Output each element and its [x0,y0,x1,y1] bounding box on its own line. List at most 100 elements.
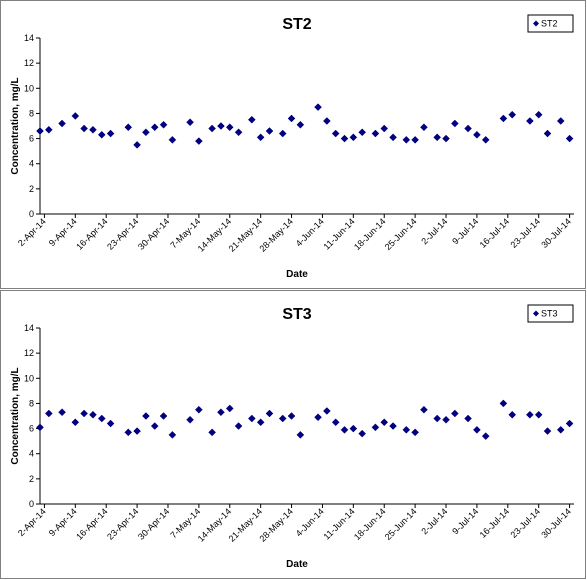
legend: ST2 [527,14,574,33]
y-tick-label: 8 [29,398,34,408]
data-point [208,124,216,133]
data-point [36,127,44,135]
data-point [389,133,397,142]
y-tick-label: 0 [29,499,34,509]
data-point [340,134,349,143]
y-axis-label: Concentration, mg/L [10,77,21,174]
data-point [340,425,349,434]
x-axis-label: Date [286,269,308,280]
data-point [411,428,419,437]
y-tick-label: 6 [29,134,34,144]
data-point [287,412,296,420]
data-point [314,413,322,422]
x-axis-label: Date [286,559,308,570]
data-point [97,130,106,139]
y-tick-label: 14 [24,33,34,43]
data-point [217,122,225,130]
data-point [124,428,133,437]
x-tick-label: 23-Jul-14 [508,506,542,540]
legend-box [527,14,574,33]
x-tick-label: 23-Apr-14 [105,216,140,251]
data-point [150,123,159,132]
data-point [142,128,150,137]
data-point [71,418,80,427]
data-point [265,127,274,135]
data-point [349,133,358,142]
data-point [464,414,472,423]
data-point [499,399,508,408]
data-point [323,117,331,125]
x-tick-label: 2-Jul-14 [419,216,449,246]
data-point [442,415,450,424]
y-axis-label: Concentration, mg/L [10,367,21,464]
x-tick-label: 11-Jun-14 [321,216,356,251]
data-point [296,120,305,129]
x-tick-label: 18-Jun-14 [352,216,388,252]
data-point [97,414,106,423]
data-point [225,123,234,132]
legend-label: ST3 [541,309,558,319]
data-point [358,429,367,438]
x-tick-label: 16-Jul-14 [478,506,512,540]
data-point [499,114,508,123]
data-point [150,422,159,430]
data-point [186,415,194,424]
data-point [256,133,265,142]
y-tick-label: 2 [29,184,34,194]
y-tick-label: 12 [24,58,34,68]
legend: ST3 [527,304,574,323]
legend-marker [533,310,539,317]
data-point [314,103,322,111]
y-tick-label: 4 [29,449,34,459]
data-point [543,129,552,138]
data-point [450,119,459,128]
data-point [71,112,80,120]
x-tick-label: 25-Jun-14 [383,216,419,252]
chart-title: ST2 [282,16,311,33]
data-point [331,129,340,138]
data-point [287,114,296,123]
data-point [44,125,53,134]
legend-label: ST2 [541,19,558,29]
data-point [411,135,419,144]
data-point [371,423,380,432]
x-tick-label: 30-Apr-14 [136,506,171,541]
x-tick-label: 30-Jul-14 [539,216,573,250]
x-tick-label: 28-May-14 [257,216,294,253]
data-point [526,410,534,419]
x-tick-label: 23-Jul-14 [508,216,542,250]
data-point [89,410,97,419]
data-point [543,427,552,435]
data-point [142,412,150,420]
data-point [234,128,243,137]
x-tick-label: 25-Jun-14 [383,506,419,542]
x-tick-label: 11-Jun-14 [321,506,356,541]
x-tick-label: 16-Jul-14 [478,216,512,250]
data-point [89,125,97,134]
x-tick-label: 16-Apr-14 [74,216,109,251]
legend-marker [533,20,539,27]
data-point [526,117,534,125]
y-tick-label: 12 [24,348,34,358]
data-point [380,418,389,427]
data-point [106,419,115,428]
data-point [402,135,411,144]
data-point [159,412,168,420]
data-point [195,137,203,145]
y-tick-label: 8 [29,108,34,118]
data-point [323,407,331,415]
y-tick-label: 0 [29,209,34,219]
data-point [208,428,216,437]
data-point [234,422,243,430]
x-tick-label: 16-Apr-14 [74,506,109,541]
x-tick-label: 9-Jul-14 [450,506,480,536]
data-point [402,425,411,434]
x-tick-label: 28-May-14 [257,506,294,543]
legend-box [527,304,574,323]
data-point [80,409,88,418]
data-point [278,414,287,423]
data-point [556,117,565,125]
x-tick-label: 2-Apr-14 [16,506,48,538]
data-point [247,414,256,423]
